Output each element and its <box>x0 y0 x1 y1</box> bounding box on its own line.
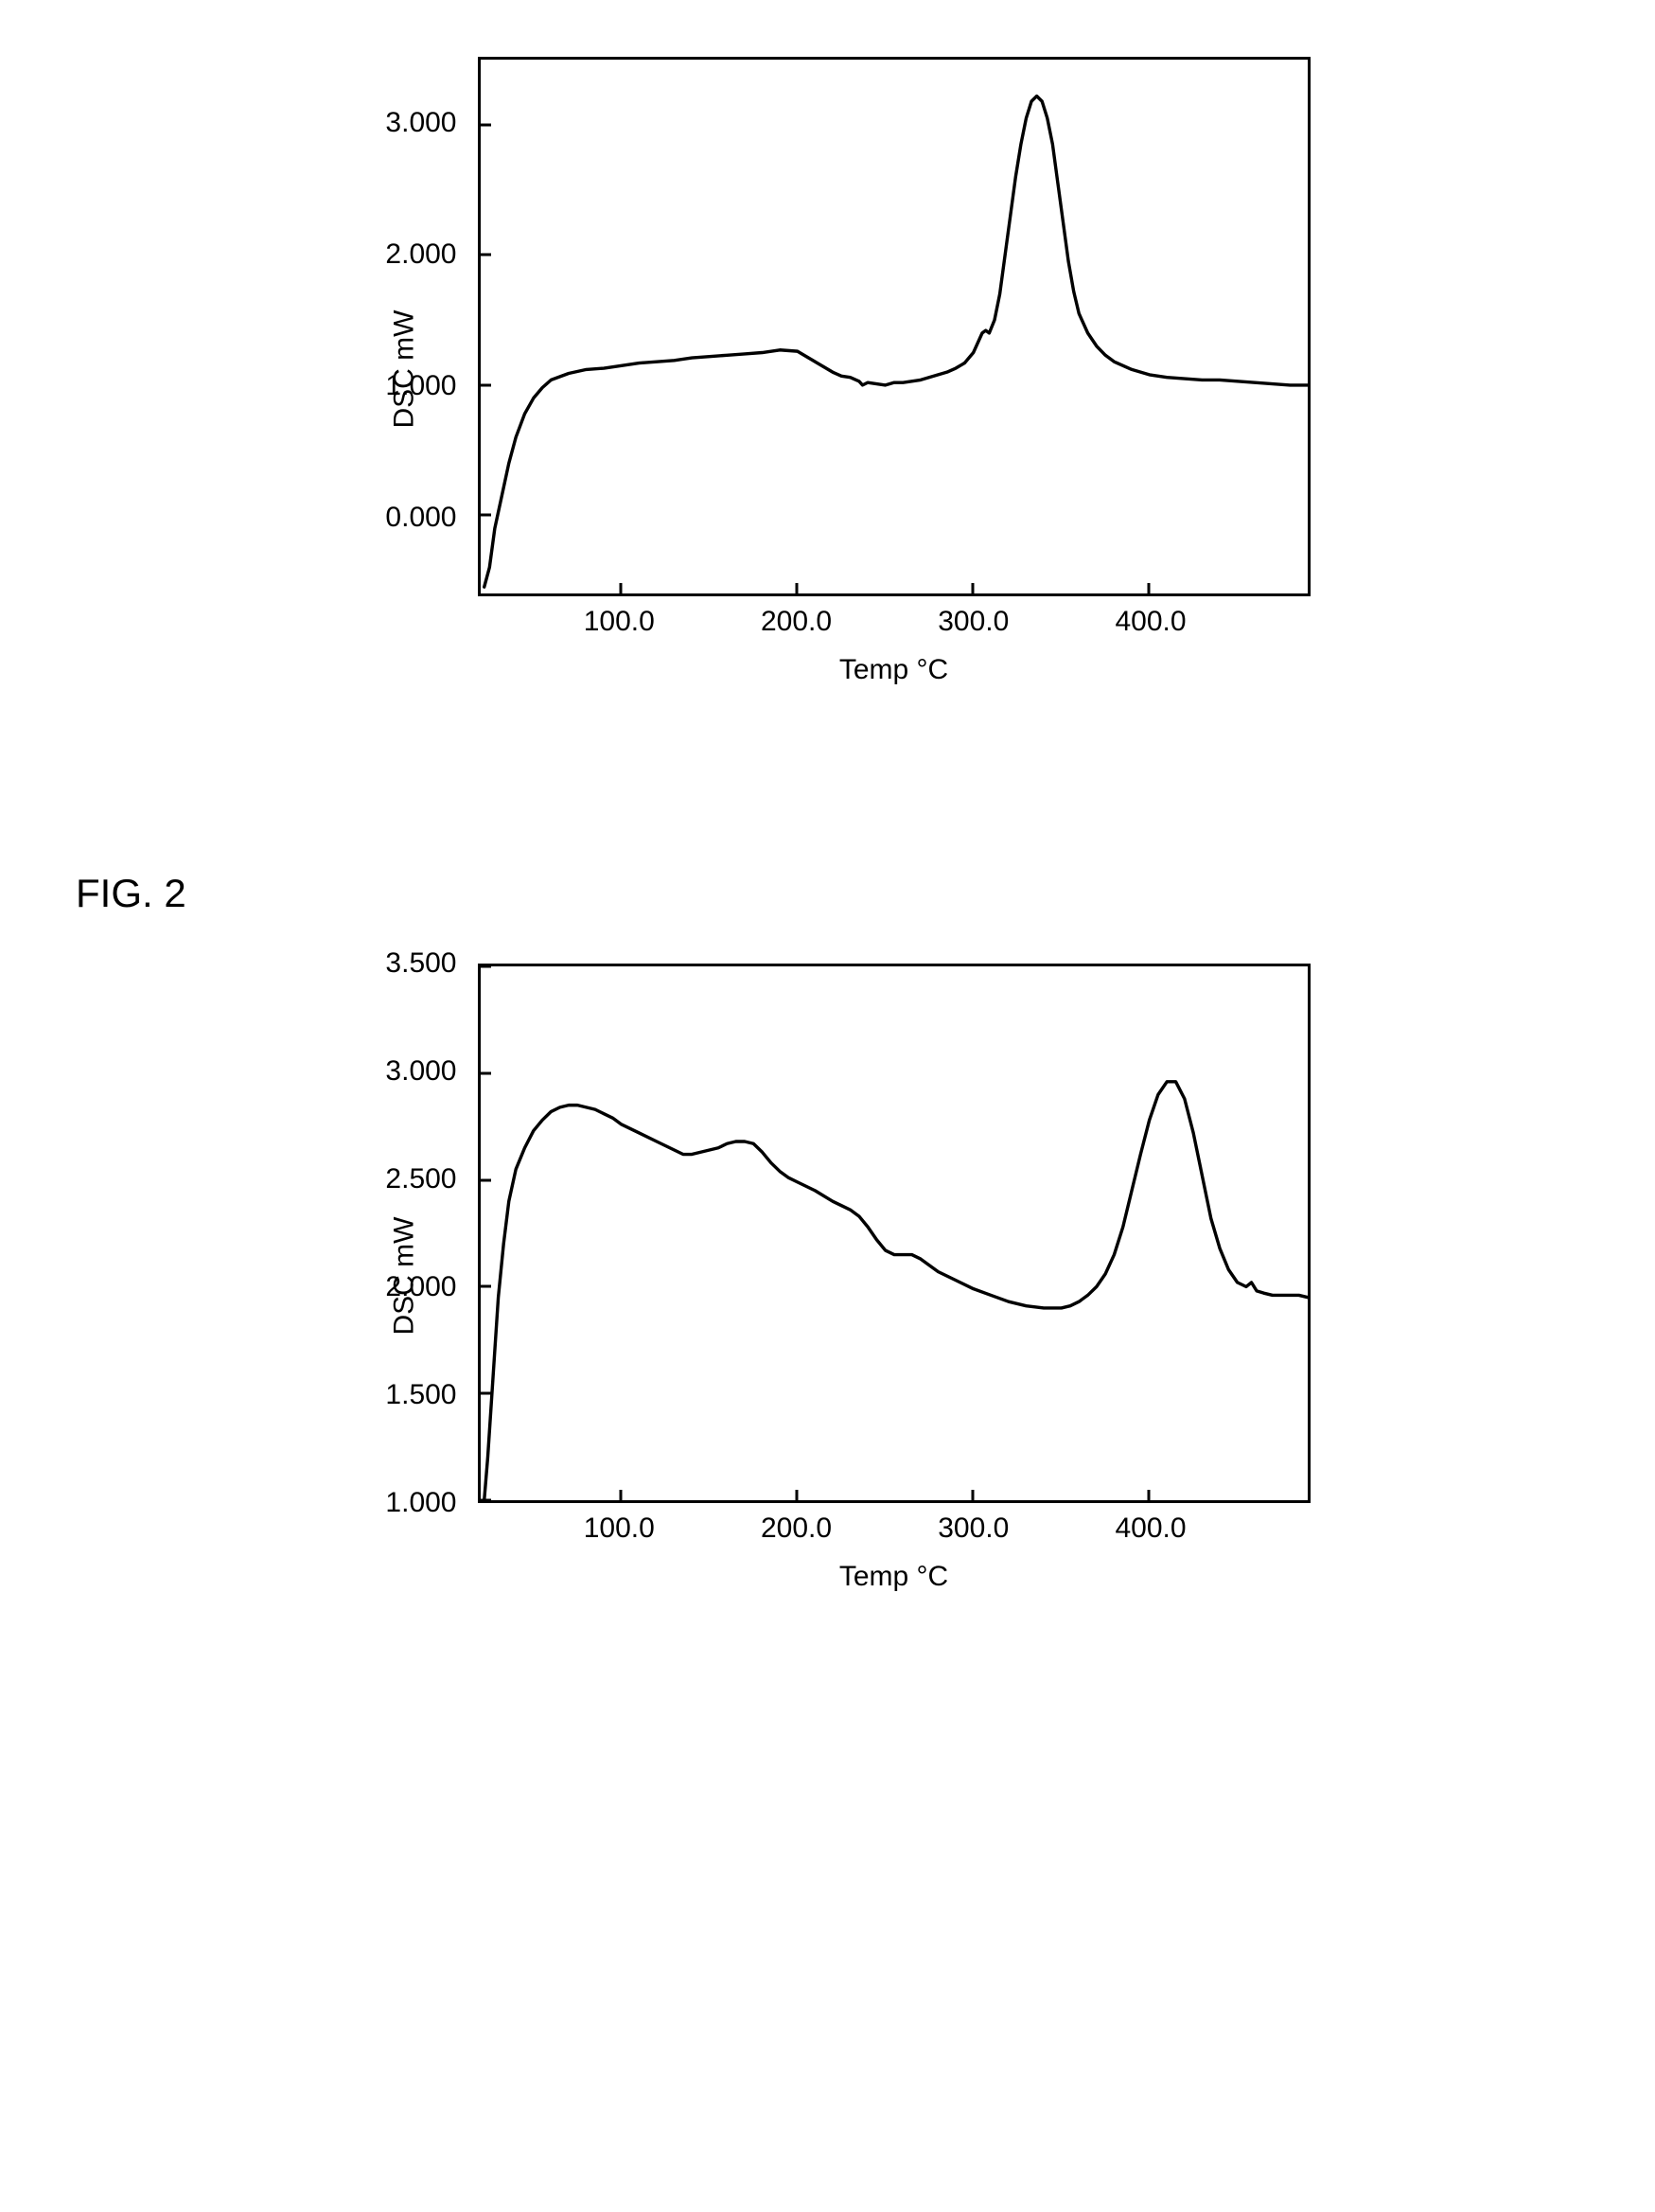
chart-2: DSC mW 1.0001.5002.0002.5003.0003.500 10… <box>308 945 1348 1607</box>
x-tick-label: 300.0 <box>938 606 1009 638</box>
x-tick-label: 400.0 <box>1115 1513 1186 1545</box>
chart2-yticks: 1.0001.5002.0002.5003.0003.500 <box>308 964 468 1503</box>
chart-1: DSC mW 0.0001.0002.0003.000 100.0200.030… <box>308 38 1348 700</box>
figure-container: DSC mW 0.0001.0002.0003.000 100.0200.030… <box>38 38 1617 1721</box>
y-tick-label: 1.000 <box>385 1487 456 1519</box>
chart1-xticks: 100.0 200.0 300.0 400.0 <box>478 606 1311 644</box>
y-tick-label: 2.000 <box>385 1271 456 1303</box>
chart1-plot <box>478 57 1311 596</box>
x-tick-label: 200.0 <box>761 1513 832 1545</box>
chart2-plot <box>478 964 1311 1503</box>
chart1-yticks: 0.000 1.000 2.000 3.000 <box>308 57 468 596</box>
figure-2-label: FIG. 2 <box>38 871 186 916</box>
y-tick-label: 2.500 <box>385 1163 456 1195</box>
y-tick-label: 2.000 <box>385 239 456 271</box>
chart1-xlabel: Temp °C <box>478 654 1311 686</box>
x-tick-label: 400.0 <box>1115 606 1186 638</box>
chart2-xticks: 100.0 200.0 300.0 400.0 <box>478 1513 1311 1550</box>
x-tick-label: 300.0 <box>938 1513 1009 1545</box>
x-tick-label: 100.0 <box>584 1513 655 1545</box>
chart2-xlabel: Temp °C <box>478 1561 1311 1593</box>
y-tick-label: 3.000 <box>385 1055 456 1088</box>
x-tick-label: 200.0 <box>761 606 832 638</box>
y-tick-label: 0.000 <box>385 502 456 534</box>
y-tick-label: 3.000 <box>385 107 456 139</box>
y-tick-label: 1.500 <box>385 1379 456 1411</box>
x-tick-label: 100.0 <box>584 606 655 638</box>
y-tick-label: 3.500 <box>385 947 456 980</box>
y-tick-label: 1.000 <box>385 370 456 402</box>
